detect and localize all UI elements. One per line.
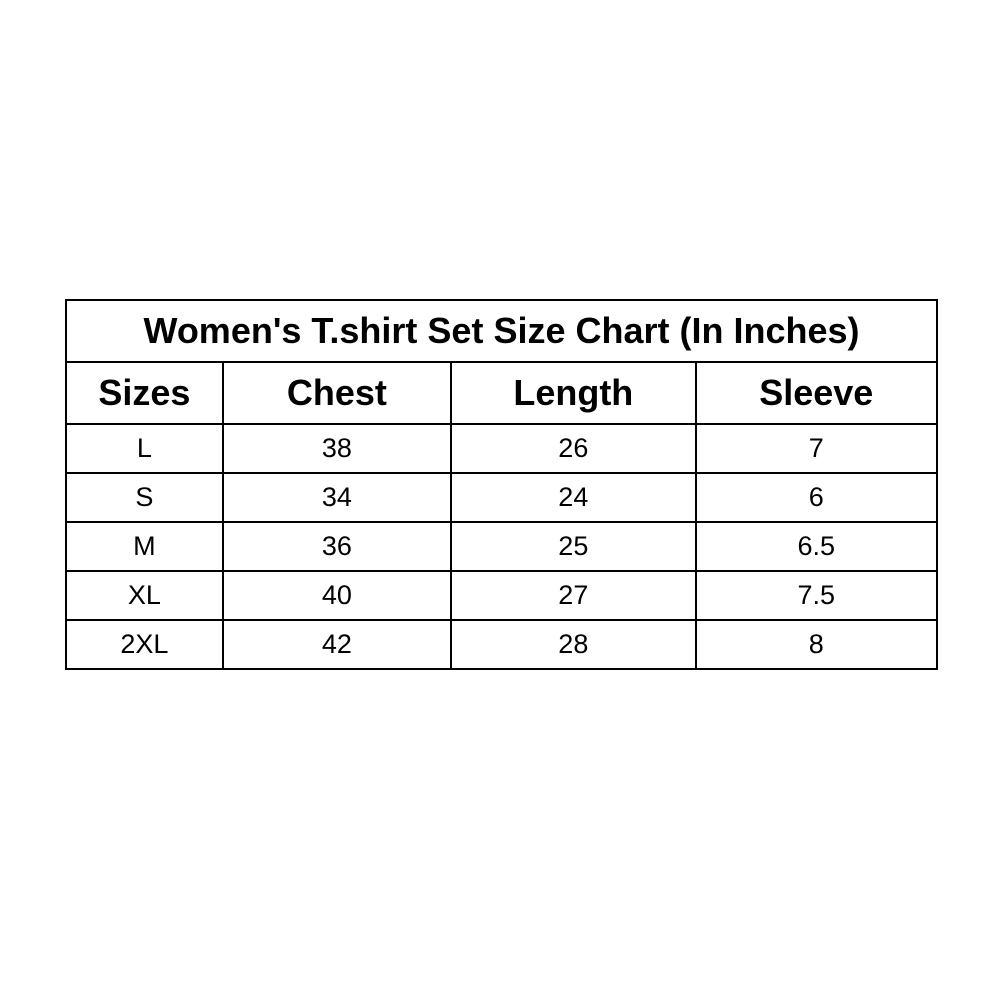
table-cell: 42 [221,619,453,670]
header-row: Sizes Chest Length Sleeve [65,361,939,425]
table-cell: 6.5 [694,521,939,572]
table-cell: 34 [221,472,453,523]
header-length: Length [450,361,697,425]
table-row: L 38 26 7 [65,423,939,474]
table-row: 2XL 42 28 8 [65,619,939,670]
header-chest: Chest [221,361,453,425]
table-cell: 36 [221,521,453,572]
table-cell: 38 [221,423,453,474]
table-cell: 7 [694,423,939,474]
table-cell: 28 [450,619,697,670]
table-title: Women's T.shirt Set Size Chart (In Inche… [65,299,938,363]
table-cell: 8 [694,619,939,670]
table-cell: L [65,423,224,474]
size-chart-table: Women's T.shirt Set Size Chart (In Inche… [65,299,939,670]
table-cell: 2XL [65,619,224,670]
table-cell: 7.5 [694,570,939,621]
table-row: M 36 25 6.5 [65,521,939,572]
table-cell: 25 [450,521,697,572]
table-cell: 26 [450,423,697,474]
table-cell: M [65,521,224,572]
table-cell: 27 [450,570,697,621]
table-cell: XL [65,570,224,621]
header-sizes: Sizes [65,361,224,425]
table-row: XL 40 27 7.5 [65,570,939,621]
table-cell: 6 [694,472,939,523]
header-sleeve: Sleeve [694,361,939,425]
table-cell: 24 [450,472,697,523]
table-cell: S [65,472,224,523]
table-row: S 34 24 6 [65,472,939,523]
table-cell: 40 [221,570,453,621]
